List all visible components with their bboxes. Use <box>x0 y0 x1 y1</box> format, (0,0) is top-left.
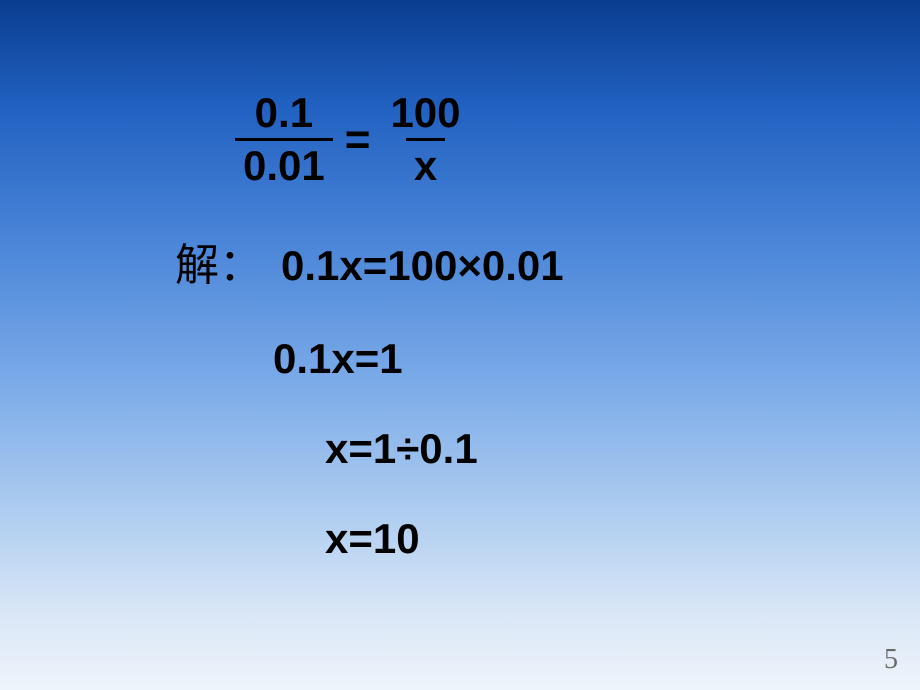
left-numerator: 0.1 <box>247 90 321 138</box>
right-denominator: x <box>406 138 445 189</box>
step-2-text: 0.1x=1 <box>273 335 403 383</box>
step-3-text: x=1÷0.1 <box>325 425 478 473</box>
step-1-row: 解： 0.1x=100×0.01 <box>175 229 564 293</box>
step-1-text: 0.1x=100×0.01 <box>281 242 564 290</box>
left-denominator: 0.01 <box>235 138 333 189</box>
step-4-text: x=10 <box>325 515 420 563</box>
step-2-row: 0.1x=1 <box>273 335 564 383</box>
right-numerator: 100 <box>382 90 468 138</box>
solution-label: 解： <box>175 229 263 293</box>
page-number: 5 <box>884 644 898 676</box>
step-3-row: x=1÷0.1 <box>325 425 564 473</box>
right-fraction: 100 x <box>382 90 468 189</box>
proportion-equation: 0.1 0.01 = 100 x <box>235 90 564 189</box>
solution-content: 0.1 0.01 = 100 x 解： 0.1x=100×0.01 0.1x=1… <box>175 90 564 605</box>
left-fraction: 0.1 0.01 <box>235 90 333 189</box>
step-4-row: x=10 <box>325 515 564 563</box>
equals-sign: = <box>345 115 371 165</box>
